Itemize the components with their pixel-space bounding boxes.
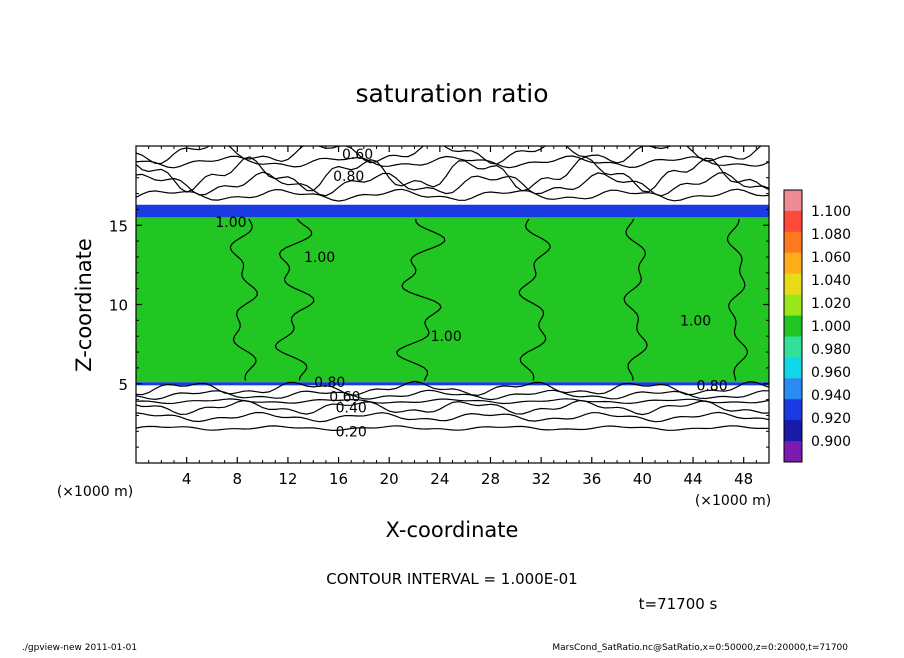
y-axis-unit: (×1000 m): [57, 484, 133, 500]
x-tick-label: 48: [734, 470, 753, 488]
contour-label: 0.80: [314, 375, 345, 391]
contour-line: [136, 399, 769, 416]
contour-label: 1.00: [215, 215, 246, 231]
x-axis: 4 8 12 16 20 24 28 32 36 40 44 48: [148, 146, 757, 488]
contour-line: [274, 218, 315, 381]
contour-line: [136, 146, 762, 165]
colorbar-tick-label: 1.100: [811, 204, 851, 220]
y-tick-label: 5: [118, 376, 128, 394]
contour-labels: 0.600.801.001.001.001.000.80 0.800.600.40…: [215, 147, 727, 440]
colorbar-tick-label: 0.980: [811, 342, 851, 358]
contour-line: [136, 171, 769, 197]
y-tick-label: 10: [109, 297, 128, 315]
contour-lines: [136, 146, 769, 431]
contour-line: [136, 188, 769, 202]
colorbar-tick-label: 1.020: [811, 296, 851, 312]
colorbar-segment: [784, 378, 802, 400]
footer-right: MarsCond_SatRatio.nc@SatRatio,x=0:50000,…: [552, 643, 848, 653]
colorbar-tick-label: 1.040: [811, 273, 851, 289]
x-tick-label: 16: [329, 470, 348, 488]
x-tick-label: 12: [278, 470, 297, 488]
colorbar-segment: [784, 210, 802, 233]
time-label: t=71700 s: [639, 595, 718, 613]
field-band: [136, 204, 769, 218]
y-axis-label: Z-coordinate: [72, 238, 96, 372]
colorbar-tick-label: 0.900: [811, 434, 851, 450]
contour-line: [136, 156, 769, 193]
field-band: [136, 217, 769, 383]
field-band: [136, 382, 769, 386]
colorbar-segment: [784, 252, 802, 275]
x-tick-label: 4: [182, 470, 192, 488]
contour-line: [623, 218, 648, 381]
footer-left: ./gpview-new 2011-01-01: [22, 643, 137, 653]
contour-line: [136, 398, 769, 405]
x-tick-label: 40: [633, 470, 652, 488]
x-tick-label: 20: [380, 470, 399, 488]
y-axis: 5 10 15: [109, 161, 769, 448]
colorbar-tick-label: 1.000: [811, 319, 851, 335]
field-band: [136, 385, 769, 463]
contour-line: [726, 218, 749, 381]
colorbar-segment: [784, 420, 802, 442]
colorbar: 1.100 1.080 1.060 1.040 1.020 1.000 0.980 0.960…: [783, 189, 851, 463]
x-tick-label: 28: [481, 470, 500, 488]
contour-label: 0.40: [336, 401, 367, 417]
colorbar-segment: [784, 315, 802, 337]
colorbar-tick-label: 1.060: [811, 250, 851, 266]
colorbar-segment: [784, 399, 802, 421]
colorbar-tick-label: 0.920: [811, 411, 851, 427]
contour-label: 0.80: [333, 169, 364, 185]
y-tick-label: 15: [109, 217, 128, 235]
contour-line: [136, 425, 769, 431]
x-tick-label: 44: [683, 470, 702, 488]
x-tick-label: 24: [430, 470, 449, 488]
x-tick-label: 8: [233, 470, 243, 488]
contour-label: 0.60: [329, 389, 360, 405]
contour-label: 0.80: [696, 378, 727, 394]
colorbar-segment: [784, 190, 802, 212]
chart-title: saturation ratio: [355, 79, 548, 108]
contour-line: [229, 218, 258, 381]
contour-label: 1.00: [431, 329, 462, 345]
x-axis-unit: (×1000 m): [695, 493, 771, 509]
x-axis-label: X-coordinate: [386, 518, 519, 542]
colorbar-segment: [784, 294, 802, 317]
field-band: [136, 146, 769, 205]
colorbar-tick-label: 1.080: [811, 227, 851, 243]
contour-line: [136, 155, 769, 169]
colorbar-segment: [784, 273, 802, 296]
x-tick-label: 32: [532, 470, 551, 488]
colorbar-segment: [784, 336, 802, 358]
contour-line: [136, 380, 769, 397]
colorbar-tick-label: 0.940: [811, 388, 851, 404]
colorbar-frame: [783, 189, 803, 463]
contour-label: 0.20: [336, 424, 367, 440]
contour-interval-note: CONTOUR INTERVAL = 1.000E-01: [326, 570, 577, 588]
x-tick-label: 36: [582, 470, 601, 488]
saturation-field: [136, 146, 769, 463]
colorbar-tick-label: 0.960: [811, 365, 851, 381]
contour-line: [136, 389, 769, 401]
colorbar-segment: [784, 231, 802, 254]
contour-line: [136, 411, 769, 423]
contour-label: 0.60: [342, 147, 373, 163]
contour-label: 1.00: [304, 250, 335, 266]
colorbar-segment: [784, 441, 802, 463]
contour-line: [396, 218, 446, 381]
contour-line: [518, 218, 551, 381]
plot-area: 0.600.801.001.001.001.000.80 0.800.600.40…: [136, 146, 769, 463]
contour-label: 1.00: [680, 313, 711, 329]
colorbar-segment: [784, 357, 802, 379]
